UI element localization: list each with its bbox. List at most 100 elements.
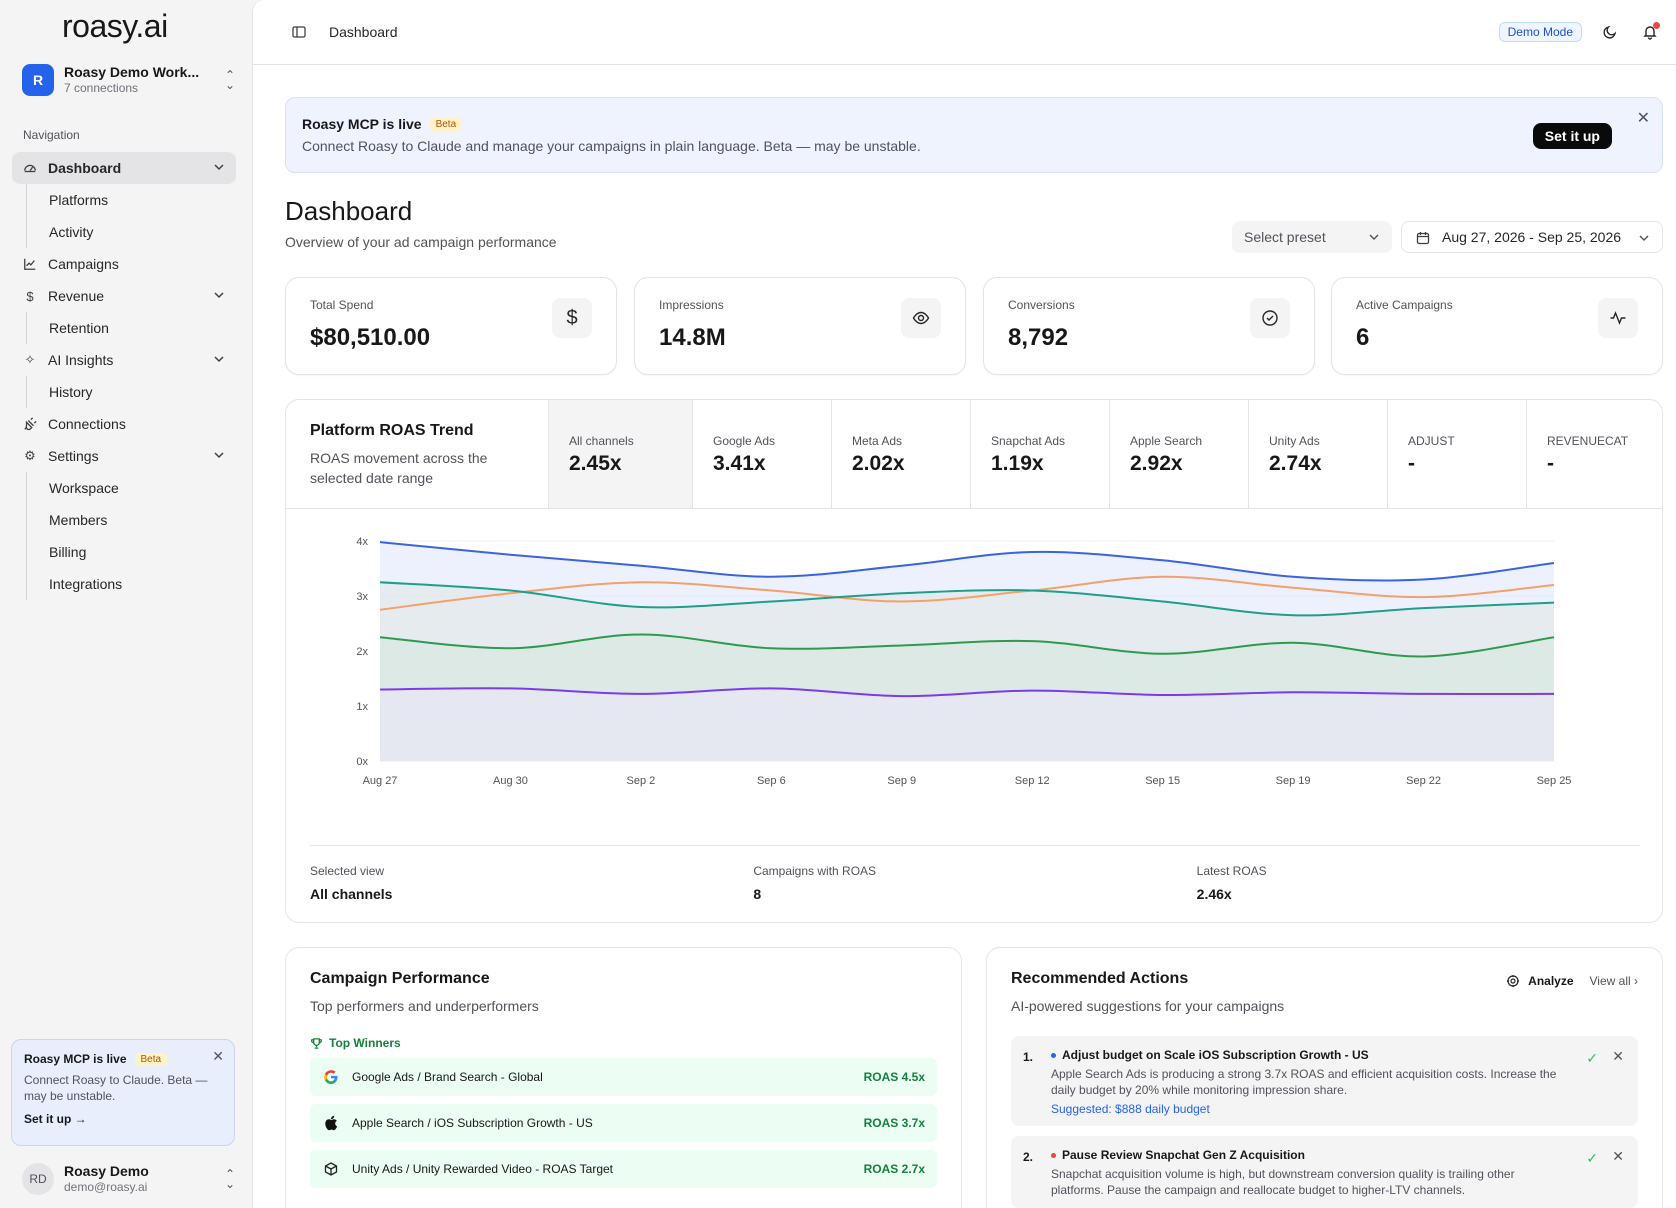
close-icon[interactable]: ✕: [1612, 1148, 1624, 1164]
x-tick-label: Sep 2: [627, 775, 656, 787]
analyze-button[interactable]: Analyze: [1506, 974, 1574, 988]
sidebar-item-label: Activity: [49, 224, 94, 240]
sidebar-item-billing[interactable]: Billing: [49, 536, 236, 568]
date-range-value: Aug 27, 2026 - Sep 25, 2026: [1442, 229, 1622, 245]
sidebar-item-revenue[interactable]: $ Revenue: [12, 280, 236, 312]
activity-icon: [1598, 298, 1638, 338]
bell-icon[interactable]: [1642, 24, 1658, 40]
tab-unity-ads[interactable]: Unity Ads 2.74x: [1248, 400, 1387, 508]
trend-title: Platform ROAS Trend: [310, 422, 474, 439]
chevron-down-icon[interactable]: [212, 160, 226, 174]
chevron-down-icon: [1639, 235, 1649, 241]
list-item[interactable]: Unity Ads / Unity Rewarded Video - ROAS …: [310, 1150, 937, 1188]
promo-title: Roasy MCP is live: [24, 1052, 127, 1066]
sidebar-item-label: Workspace: [49, 480, 119, 496]
tab-label: Unity Ads: [1269, 434, 1320, 448]
kpi-label: Impressions: [659, 298, 724, 312]
tab-label: Snapchat Ads: [991, 434, 1066, 448]
sidebar-item-label: AI Insights: [48, 352, 114, 368]
user-menu[interactable]: RD Roasy Demo demo@roasy.ai ⌃ ⌄: [22, 1162, 236, 1196]
sidebar-item-history[interactable]: History: [49, 376, 236, 408]
sidebar-item-members[interactable]: Members: [49, 504, 236, 536]
recommendation-item: 2. Pause Review Snapchat Gen Z Acquisiti…: [1011, 1136, 1638, 1208]
tab-label: ADJUST: [1408, 434, 1455, 448]
workspace-switcher[interactable]: R Roasy Demo Work... 7 connections ⌃ ⌄: [22, 62, 236, 98]
mcp-banner: Roasy MCP is live Beta Connect Roasy to C…: [285, 97, 1663, 173]
sidebar-item-connections[interactable]: Connections: [12, 408, 236, 440]
series-area-4: [380, 688, 1554, 761]
user-name: Roasy Demo: [64, 1163, 149, 1179]
series-line-0: [379, 541, 1555, 582]
workspace-name: Roasy Demo Work...: [64, 64, 200, 80]
priority-dot: [1051, 1152, 1056, 1158]
tab-snapchat-ads[interactable]: Snapchat Ads 1.19x: [970, 400, 1109, 508]
sidebar-item-settings[interactable]: ⚙ Settings: [12, 440, 236, 472]
list-item[interactable]: Apple Search / iOS Subscription Growth -…: [310, 1104, 937, 1142]
y-tick-label: 4x: [356, 536, 368, 548]
sidebar-item-label: Settings: [48, 448, 99, 464]
tab-value: 2.74x: [1269, 452, 1322, 475]
eye-icon: [901, 298, 941, 338]
campaign-name: Google Ads / Brand Search - Global: [352, 1070, 543, 1084]
tab-adjust[interactable]: ADJUST -: [1387, 400, 1526, 508]
card-title: Campaign Performance: [310, 970, 490, 987]
sidebar-item-dashboard[interactable]: Dashboard: [12, 152, 236, 184]
x-tick-label: Aug 27: [363, 775, 398, 787]
tab-all-channels[interactable]: All channels 2.45x: [548, 400, 692, 508]
workspace-connections: 7 connections: [64, 81, 139, 95]
preset-placeholder: Select preset: [1244, 229, 1326, 245]
view-all-link[interactable]: View all ›: [1590, 974, 1638, 988]
sidebar-item-label: Platforms: [49, 192, 109, 208]
banner-title: Roasy MCP is live: [302, 116, 422, 132]
chevron-down-icon[interactable]: [212, 448, 226, 462]
sidebar-item-platforms[interactable]: Platforms: [49, 184, 236, 216]
moon-icon[interactable]: [1602, 24, 1618, 40]
sidebar-item-label: Campaigns: [48, 256, 119, 272]
avatar: RD: [22, 1163, 54, 1195]
tab-apple-search[interactable]: Apple Search 2.92x: [1109, 400, 1248, 508]
setup-button[interactable]: Set it up: [1532, 123, 1612, 149]
sidebar-item-workspace[interactable]: Workspace: [49, 472, 236, 504]
kpi-value: 14.8M: [659, 324, 726, 351]
footer-label: Latest ROAS: [1196, 864, 1267, 878]
roasy-logo[interactable]: roasy.ai: [62, 8, 168, 44]
list-item[interactable]: Google Ads / Brand Search - Global ROAS …: [310, 1058, 937, 1096]
tab-value: 1.19x: [991, 452, 1044, 475]
series-line-3: [379, 633, 1555, 658]
date-range-picker[interactable]: Aug 27, 2026 - Sep 25, 2026: [1401, 221, 1663, 253]
preset-select[interactable]: Select preset: [1232, 221, 1392, 253]
sidebar-toggle-icon[interactable]: [291, 24, 307, 40]
sidebar-item-integrations[interactable]: Integrations: [49, 568, 236, 600]
promo-setup-link[interactable]: Set it up →: [24, 1112, 87, 1126]
tab-value: 2.45x: [569, 452, 622, 475]
check-icon[interactable]: ✓: [1586, 1150, 1598, 1166]
tab-google-ads[interactable]: Google Ads 3.41x: [692, 400, 831, 508]
check-icon[interactable]: ✓: [1586, 1050, 1598, 1066]
sidebar-item-label: Connections: [48, 416, 126, 432]
chevrons-up-down-icon: ⌃ ⌄: [224, 68, 236, 92]
chevrons-up-down-icon: ⌃ ⌄: [224, 1167, 236, 1191]
sidebar-item-retention[interactable]: Retention: [49, 312, 236, 344]
tab-revenuecat[interactable]: REVENUECAT -: [1526, 400, 1662, 508]
chevron-down-icon[interactable]: [212, 288, 226, 302]
topbar: Dashboard Demo Mode: [253, 0, 1676, 65]
gauge-icon: [22, 161, 38, 175]
close-icon[interactable]: ✕: [212, 1048, 224, 1064]
sidebar-item-campaigns[interactable]: Campaigns: [12, 248, 236, 280]
trend-footer: Selected view All channels Campaigns with…: [310, 845, 1640, 902]
sidebar-item-ai-insights[interactable]: ✧ AI Insights: [12, 344, 236, 376]
rec-number: 1.: [1023, 1050, 1034, 1064]
sidebar-item-label: Revenue: [48, 288, 105, 304]
close-icon[interactable]: ✕: [1636, 110, 1650, 127]
x-tick-label: Sep 25: [1537, 775, 1572, 787]
dollar-icon: $: [552, 298, 592, 338]
recommended-actions-card: Recommended Actions AI-powered suggestio…: [986, 947, 1663, 1208]
unity-icon: [322, 1160, 340, 1178]
sidebar-item-label: Integrations: [49, 576, 123, 592]
chevron-down-icon[interactable]: [212, 352, 226, 366]
sidebar-item-activity[interactable]: Activity: [49, 216, 236, 248]
close-icon[interactable]: ✕: [1612, 1048, 1624, 1064]
sidebar-item-label: Dashboard: [48, 160, 122, 176]
x-tick-label: Sep 15: [1145, 775, 1180, 787]
tab-meta-ads[interactable]: Meta Ads 2.02x: [831, 400, 970, 508]
